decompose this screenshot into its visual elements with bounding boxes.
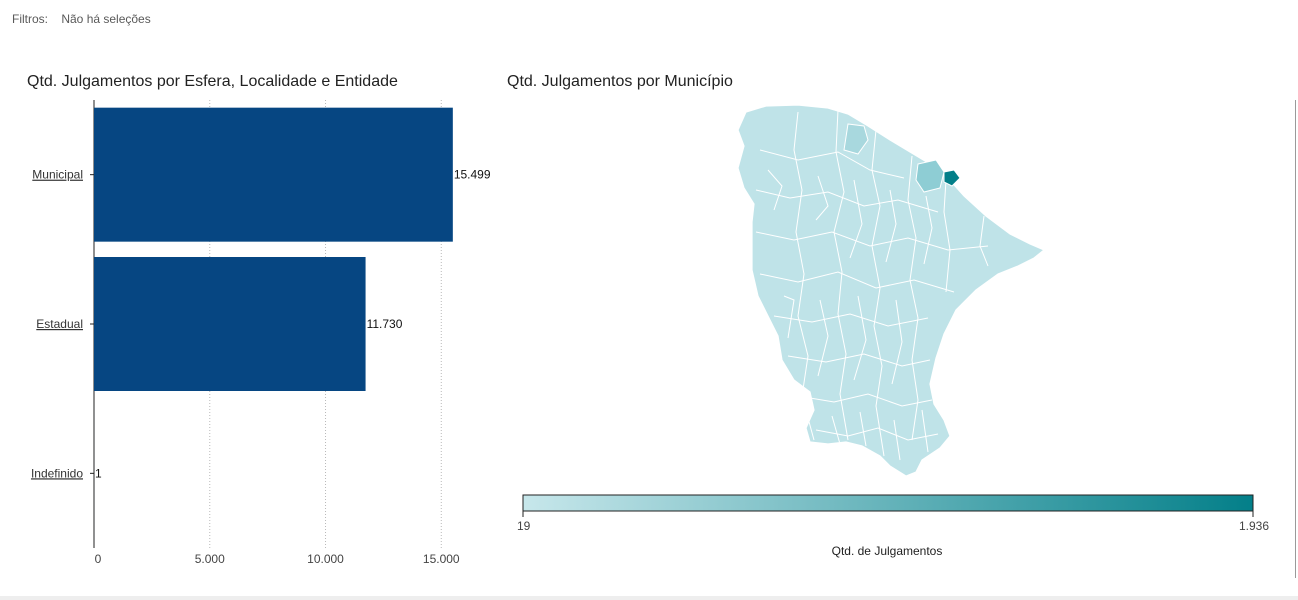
filters-value: Não há seleções xyxy=(61,12,151,26)
highlight-region-caucaia xyxy=(915,159,945,193)
map-chart-title: Qtd. Julgamentos por Município xyxy=(507,73,733,90)
state-shape xyxy=(737,104,1046,477)
highlight-region-north xyxy=(843,123,869,155)
highlight-region-fortaleza xyxy=(943,169,961,187)
category-label[interactable]: Indefinido xyxy=(31,466,83,480)
legend-title: Qtd. de Julgamentos xyxy=(832,544,943,558)
filters-label: Filtros: xyxy=(12,12,48,26)
panel-divider xyxy=(1295,100,1296,578)
color-legend: 19 1.936 Qtd. de Julgamentos xyxy=(517,494,1269,558)
bar[interactable] xyxy=(94,257,366,391)
bar[interactable] xyxy=(94,107,453,242)
category-label[interactable]: Municipal xyxy=(32,168,83,182)
bottom-band xyxy=(0,596,1298,600)
category-label[interactable]: Estadual xyxy=(36,317,83,331)
value-label: 15.499 xyxy=(454,168,490,182)
legend-gradient-bar xyxy=(522,494,1254,512)
bar-chart-title: Qtd. Julgamentos por Esfera, Localidade … xyxy=(27,73,398,90)
x-tick-label: 10.000 xyxy=(307,552,344,566)
map-chart xyxy=(737,104,1046,477)
value-label: 1 xyxy=(95,466,102,480)
ceara-map xyxy=(737,104,1046,477)
bar-chart: 0 5.000 10.000 15.000 Municipal 15.499 Estadua… xyxy=(31,100,490,566)
x-tick-label: 5.000 xyxy=(195,552,225,566)
x-tick-label: 15.000 xyxy=(423,552,460,566)
filters-bar: Filtros: Não há seleções xyxy=(12,12,151,26)
value-label: 11.730 xyxy=(367,317,403,331)
legend-max-label: 1.936 xyxy=(1239,519,1269,533)
x-tick-label: 0 xyxy=(95,552,102,566)
legend-min-label: 19 xyxy=(517,519,531,533)
